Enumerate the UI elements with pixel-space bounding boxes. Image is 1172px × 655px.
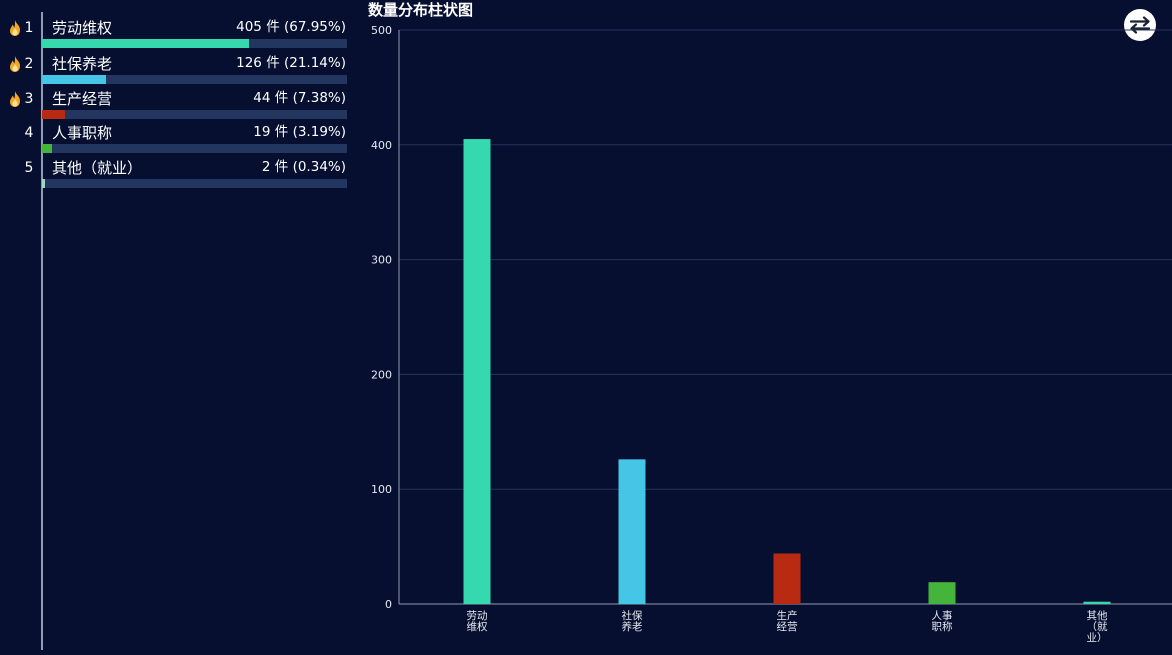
rank-number: 2: [24, 56, 34, 72]
rank-progress-fill: [42, 39, 249, 48]
rank-progress-fill: [42, 144, 52, 153]
rank-progress-track: [42, 39, 347, 48]
rank-count: 19: [253, 124, 271, 140]
x-tick-label: 人事: [932, 609, 953, 622]
x-tick-label: （就: [1087, 620, 1109, 633]
ranking-row: 2 社保养老 126 件 (21.14%): [0, 55, 360, 91]
rank-unit: 件: [274, 159, 289, 175]
rank-progress-track: [42, 179, 347, 188]
rank-number: 4: [24, 125, 34, 141]
bar: [618, 459, 646, 604]
rank-value: 19 件 (3.19%): [253, 123, 346, 141]
rank-value: 405 件 (67.95%): [236, 18, 346, 36]
rank-progress-track: [42, 75, 347, 84]
y-tick-label: 100: [371, 483, 392, 496]
ranking-row: 1 劳动维权 405 件 (67.95%): [0, 19, 360, 55]
x-tick-label: 业）: [1087, 632, 1108, 644]
x-tick-label: 其他: [1087, 609, 1109, 622]
y-tick-label: 0: [385, 598, 392, 611]
rank-unit: 件: [274, 124, 289, 140]
rank-count: 44: [253, 90, 271, 106]
y-tick-label: 500: [371, 24, 392, 37]
rank-progress-track: [42, 110, 347, 119]
rank-value: 2 件 (0.34%): [262, 158, 346, 176]
rank-label: 社保养老: [52, 55, 113, 73]
bar: [928, 582, 956, 604]
rank-count: 405: [236, 19, 262, 35]
rank-unit: 件: [266, 19, 280, 35]
ranking-row: 5 其他（就业） 2 件 (0.34%): [0, 159, 360, 195]
rank-label: 劳动维权: [52, 19, 113, 37]
rank-percent: (3.19%): [292, 124, 346, 140]
ranking-row: 3 生产经营 44 件 (7.38%): [0, 90, 360, 126]
flame-icon: [7, 55, 23, 73]
rank-progress-fill: [42, 75, 106, 84]
y-tick-label: 400: [371, 139, 392, 152]
rank-number: 3: [24, 91, 34, 107]
rank-number: 5: [24, 160, 34, 176]
rank-percent: (7.38%): [292, 90, 346, 106]
rank-number: 1: [24, 20, 34, 36]
rank-label: 人事职称: [52, 124, 113, 142]
x-tick-label: 社保: [622, 609, 643, 622]
bar: [463, 139, 491, 604]
x-tick-label: 养老: [622, 620, 643, 633]
y-tick-label: 300: [371, 254, 392, 267]
rank-count: 126: [236, 55, 262, 71]
rank-progress-fill: [42, 110, 65, 119]
rank-label: 其他（就业）: [52, 159, 143, 177]
rank-value: 126 件 (21.14%): [236, 54, 346, 72]
rank-percent: (0.34%): [292, 159, 346, 175]
rank-progress-track: [42, 144, 347, 153]
x-tick-label: 劳动: [467, 609, 488, 622]
rank-label: 生产经营: [52, 90, 113, 108]
rank-unit: 件: [274, 90, 289, 106]
rank-value: 44 件 (7.38%): [253, 89, 346, 107]
bar: [1083, 601, 1111, 604]
ranking-panel: 1 劳动维权 405 件 (67.95%) 2 社保养老 126 件 (21.14%) 3 生…: [0, 0, 360, 655]
y-tick-label: 200: [371, 368, 392, 381]
flame-icon: [7, 90, 23, 108]
ranking-divider: [41, 12, 43, 650]
switch-chart-button[interactable]: [1124, 9, 1156, 41]
x-tick-label: 经营: [777, 620, 798, 633]
chart-title: 数量分布柱状图: [368, 1, 474, 19]
ranking-row: 4 人事职称 19 件 (3.19%): [0, 124, 360, 160]
rank-percent: (67.95%): [283, 19, 346, 35]
rank-count: 2: [261, 159, 271, 175]
bar: [773, 553, 801, 604]
x-tick-label: 生产: [777, 609, 798, 622]
rank-percent: (21.14%): [283, 55, 346, 71]
flame-icon: [7, 19, 23, 37]
rank-progress-fill: [42, 179, 45, 188]
swap-arrows-icon: [1129, 16, 1151, 34]
x-tick-label: 维权: [467, 620, 488, 633]
rank-unit: 件: [266, 55, 280, 71]
x-tick-label: 职称: [932, 620, 953, 633]
